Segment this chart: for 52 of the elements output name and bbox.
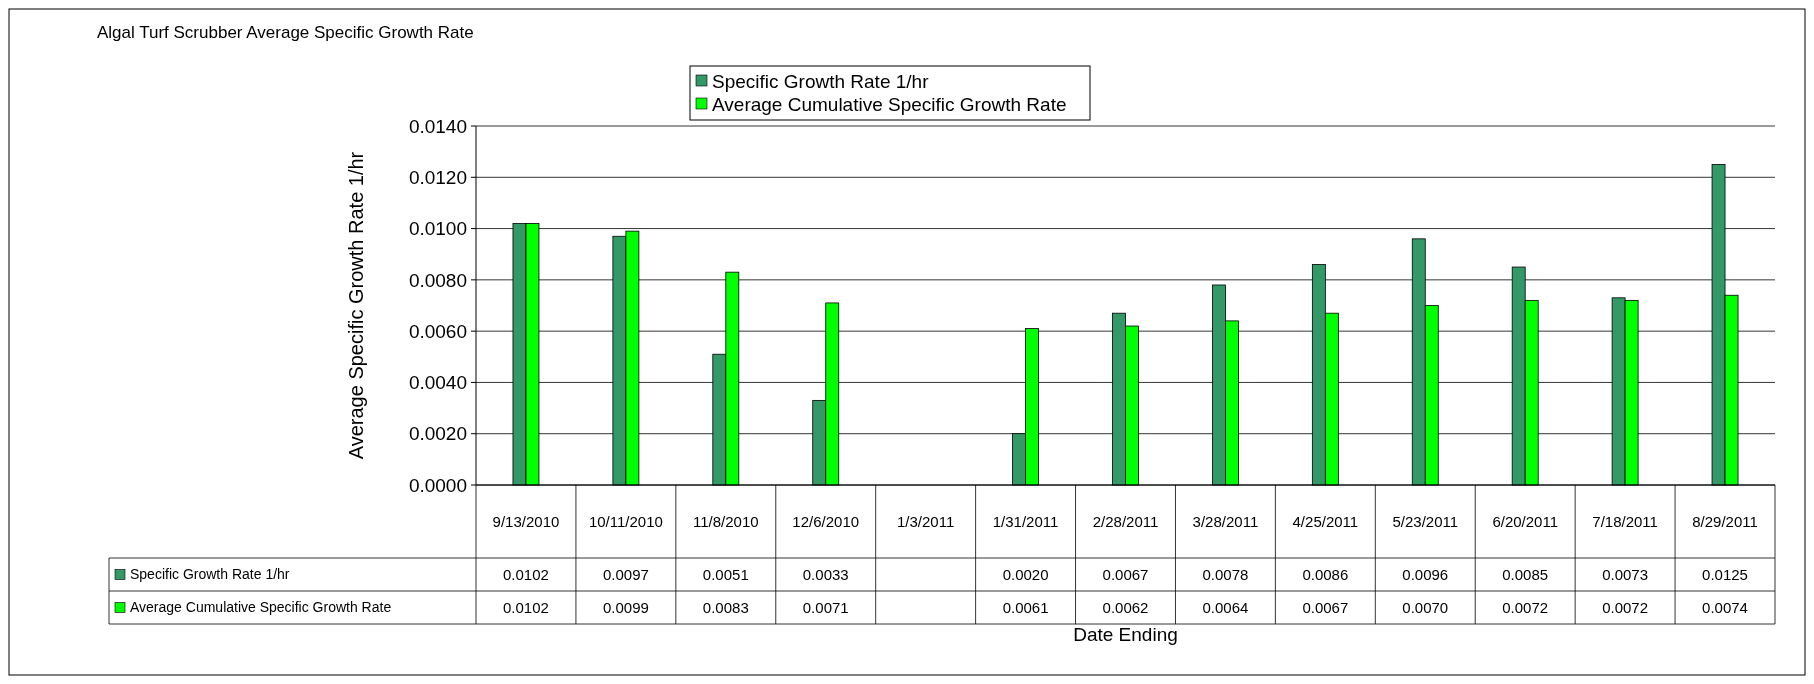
y-axis-title: Average Specific Growth Rate 1/hr [345, 151, 367, 460]
y-tick-label: 0.0120 [408, 166, 467, 188]
legend-label: Average Cumulative Specific Growth Rate [712, 93, 1067, 115]
data-label: 0.0051 [702, 565, 749, 583]
y-tick-label: 0.0040 [408, 372, 467, 394]
data-label: 0.0097 [602, 565, 649, 583]
data-label: 0.0067 [1102, 565, 1149, 583]
x-tick-label: 7/18/2011 [1592, 512, 1658, 530]
data-label: 0.0070 [1402, 598, 1449, 616]
data-label: 0.0033 [802, 565, 849, 583]
x-tick-label: 5/23/2011 [1392, 512, 1459, 530]
x-tick-label: 10/11/2010 [588, 512, 663, 530]
x-tick-label: 12/6/2010 [792, 512, 860, 530]
x-tick-label: 6/20/2011 [1492, 512, 1558, 530]
x-tick-label: 8/29/2011 [1692, 512, 1758, 530]
y-tick-label: 0.0080 [408, 269, 467, 291]
x-axis-title: Date Ending [1073, 624, 1178, 645]
data-label: 0.0073 [1602, 565, 1649, 583]
data-label: 0.0020 [1002, 565, 1049, 583]
data-label: 0.0072 [1602, 598, 1649, 616]
legend-label: Specific Growth Rate 1/hr [712, 70, 930, 92]
y-tick-label: 0.0100 [408, 218, 467, 240]
data-label: 0.0078 [1202, 565, 1249, 583]
data-label: 0.0099 [602, 598, 649, 616]
data-label: 0.0072 [1502, 598, 1549, 616]
data-label: 0.0064 [1202, 598, 1249, 616]
text: Average Cumulative Specific Growth Rate [130, 599, 392, 616]
data-label: 0.0062 [1102, 598, 1149, 616]
y-tick-label: 0.0020 [408, 423, 467, 445]
data-label: 0.0096 [1402, 565, 1449, 583]
data-label: 0.0071 [802, 598, 849, 616]
x-tick-label: 2/28/2011 [1092, 512, 1159, 530]
x-tick-label: 11/8/2010 [693, 512, 759, 530]
y-tick-label: 0.0000 [408, 474, 467, 496]
y-tick-label: 0.0060 [408, 320, 467, 342]
x-tick-label: 1/31/2011 [992, 512, 1059, 530]
x-tick-label: 1/3/2011 [897, 512, 955, 530]
x-tick-label: 4/25/2011 [1292, 512, 1359, 530]
data-label: 0.0125 [1702, 565, 1748, 583]
data-label: 0.0083 [702, 598, 749, 616]
data-label: 0.0086 [1302, 565, 1349, 583]
data-label: 0.0067 [1302, 598, 1349, 616]
text: Algal Turf Scrubber Average Specific Growth Rate [97, 23, 474, 42]
data-label: 0.0102 [503, 598, 549, 616]
data-label: 0.0085 [1502, 565, 1549, 583]
data-label: 0.0102 [503, 565, 549, 583]
text: Specific Growth Rate 1/hr [130, 566, 290, 583]
data-label: 0.0061 [1002, 598, 1049, 616]
data-label: 0.0074 [1702, 598, 1748, 616]
y-tick-label: 0.0140 [408, 115, 467, 137]
x-tick-label: 9/13/2010 [492, 512, 560, 530]
x-tick-label: 3/28/2011 [1192, 512, 1259, 530]
